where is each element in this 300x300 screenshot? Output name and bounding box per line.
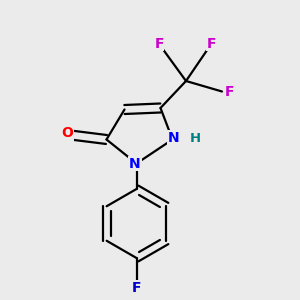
Text: F: F [225,85,234,98]
Text: F: F [207,37,216,50]
Text: H: H [189,131,201,145]
Text: N: N [168,131,180,145]
Text: O: O [61,127,74,140]
Text: N: N [129,157,141,170]
Text: F: F [154,37,164,50]
Text: F: F [132,281,141,295]
